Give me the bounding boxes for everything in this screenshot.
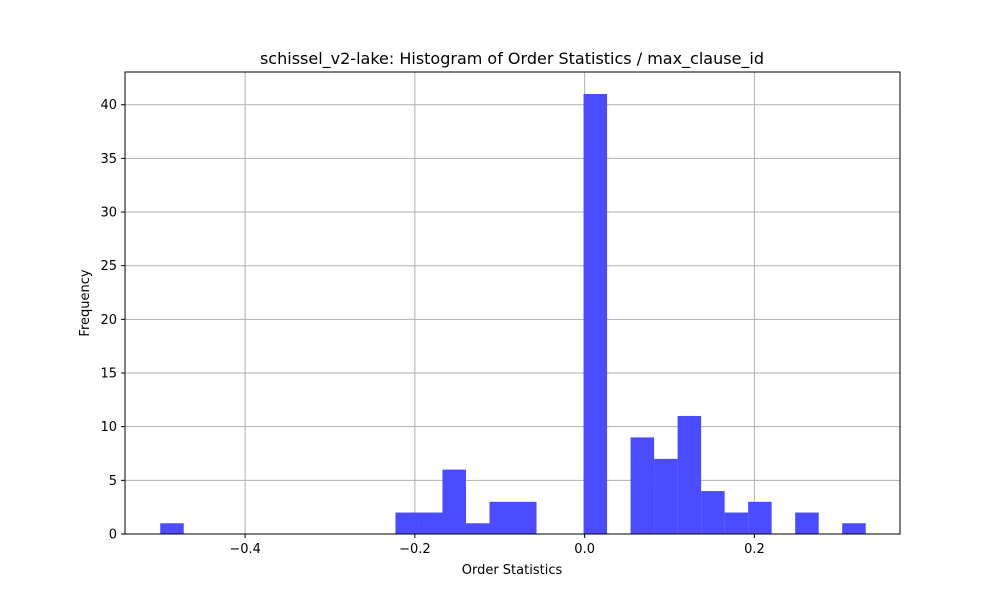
histogram-bar xyxy=(701,491,725,534)
histogram-bar xyxy=(418,512,443,534)
y-tick-label: 15 xyxy=(100,367,117,382)
histogram-bar xyxy=(654,458,678,534)
chart-title: schissel_v2-lake: Histogram of Order Sta… xyxy=(260,49,764,69)
y-axis-label: Frequency xyxy=(78,269,93,336)
y-tick-label: 25 xyxy=(100,259,117,274)
histogram-bar xyxy=(842,523,866,534)
histogram-bar xyxy=(160,523,184,534)
histogram-bar xyxy=(677,415,702,534)
x-axis-label: Order Statistics xyxy=(462,563,563,578)
y-tick-label: 0 xyxy=(109,528,117,543)
x-tick-label: 0.0 xyxy=(574,542,595,557)
histogram-bar xyxy=(748,501,772,534)
histogram-bar xyxy=(513,501,537,534)
y-tick-label: 35 xyxy=(100,152,117,167)
y-tick-label: 30 xyxy=(100,206,117,221)
histogram-bar xyxy=(724,512,749,534)
y-tick-label: 5 xyxy=(109,474,117,489)
y-tick-label: 10 xyxy=(100,420,117,435)
plot-frame xyxy=(124,71,901,535)
x-tick-label: 0.2 xyxy=(744,542,765,557)
histogram-bar xyxy=(630,437,655,534)
ticks-layer: −0.4 −0.2 0.0 0.2 0 5 10 15 20 25 30 35 40 xyxy=(100,98,764,557)
histogram-bar xyxy=(489,501,514,534)
histogram-bar xyxy=(583,94,608,534)
x-tick-label: −0.2 xyxy=(399,542,431,557)
histogram-bar xyxy=(395,512,419,534)
histogram-bar xyxy=(442,469,466,534)
bars-layer xyxy=(160,94,866,534)
y-tick-label: 20 xyxy=(100,313,117,328)
x-tick-label: −0.4 xyxy=(229,542,261,557)
histogram-bar xyxy=(465,523,490,534)
histogram-bar xyxy=(795,512,819,534)
y-tick-label: 40 xyxy=(100,98,117,113)
